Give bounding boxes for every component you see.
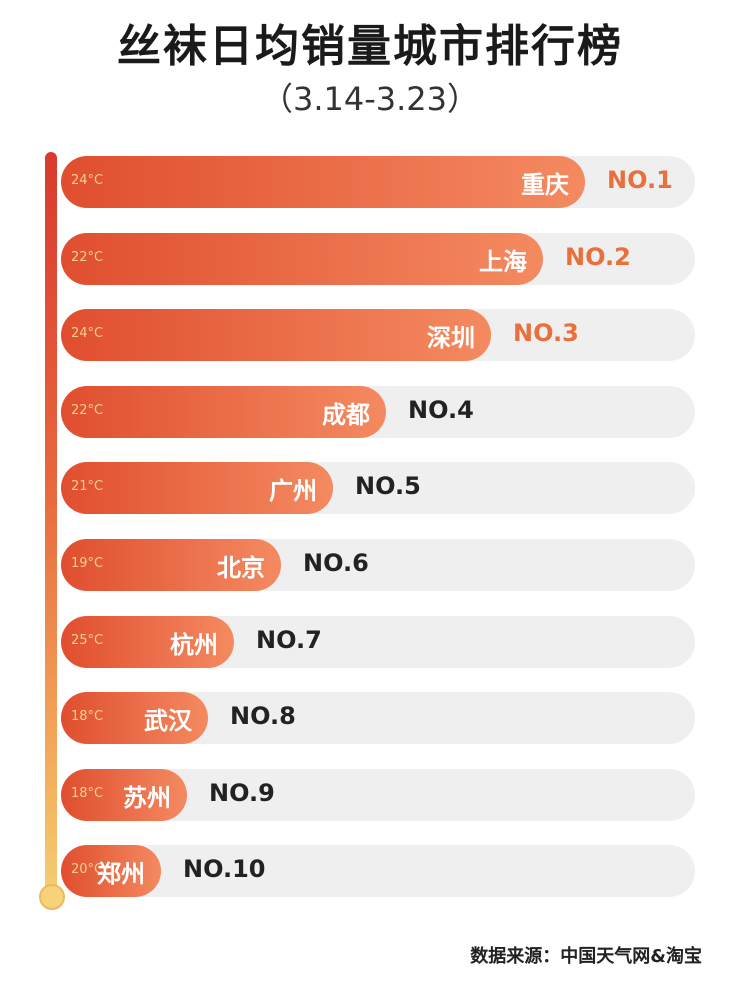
- rank-label: NO.10: [183, 855, 266, 884]
- rank-label: NO.7: [256, 625, 322, 654]
- temperature-label: 22°C: [71, 402, 104, 418]
- city-label: 成都: [322, 400, 370, 429]
- rank-label: NO.1: [607, 166, 673, 194]
- chart-subtitle: （3.14-3.23）: [260, 80, 480, 118]
- sales-bar: 20°C 郑州: [61, 845, 161, 898]
- sales-bar: 22°C 成都: [61, 385, 386, 438]
- city-label: 杭州: [170, 630, 218, 659]
- data-source: 数据来源：中国天气网&淘宝: [470, 946, 702, 967]
- ranking-row: 24°C 深圳 NO.3: [61, 309, 695, 362]
- rank-label: NO.4: [408, 395, 474, 424]
- temperature-label: 18°C: [71, 709, 104, 725]
- ranking-row: 18°C 苏州 NO.9: [61, 768, 695, 821]
- chart-title: 丝袜日均销量城市排行榜: [117, 21, 623, 72]
- temperature-label: 20°C: [71, 862, 104, 878]
- temperature-label: 19°C: [71, 556, 104, 571]
- rank-label: NO.2: [565, 242, 631, 271]
- rank-label: NO.3: [513, 319, 579, 348]
- rank-label: NO.9: [209, 778, 275, 807]
- rank-label: NO.6: [303, 549, 369, 577]
- temperature-label: 24°C: [71, 173, 104, 188]
- sales-bar: 18°C 苏州: [61, 768, 187, 821]
- rank-label: NO.8: [230, 702, 296, 731]
- rank-label: NO.5: [355, 472, 421, 501]
- city-label: 上海: [479, 247, 527, 276]
- sales-bar: 21°C 广州: [61, 462, 333, 515]
- city-label: 重庆: [521, 171, 569, 199]
- sales-bar: 24°C 深圳: [61, 309, 491, 362]
- city-label: 北京: [217, 554, 265, 582]
- ranking-row: 20°C 郑州 NO.10: [61, 845, 695, 898]
- thermometer-tube: [45, 152, 57, 898]
- city-label: 深圳: [427, 324, 475, 353]
- sales-bar: 25°C 杭州: [61, 615, 234, 668]
- sales-bar: 22°C 上海: [61, 232, 543, 285]
- sales-bar: 24°C 重庆: [61, 156, 585, 208]
- temperature-label: 22°C: [71, 249, 104, 265]
- city-label: 武汉: [144, 707, 192, 736]
- sales-bar: 19°C 北京: [61, 539, 281, 591]
- thermometer-bulb: [39, 884, 65, 910]
- temperature-label: 24°C: [71, 326, 104, 342]
- ranking-row: 21°C 广州 NO.5: [61, 462, 695, 515]
- temperature-label: 25°C: [71, 632, 104, 648]
- ranking-row: 24°C 重庆 NO.1: [61, 156, 695, 208]
- city-label: 广州: [269, 477, 317, 506]
- city-label: 苏州: [123, 783, 171, 812]
- temperature-label: 21°C: [71, 479, 104, 495]
- ranking-row: 22°C 上海 NO.2: [61, 232, 695, 285]
- ranking-row: 18°C 武汉 NO.8: [61, 692, 695, 745]
- ranking-row: 25°C 杭州 NO.7: [61, 615, 695, 668]
- ranking-row: 19°C 北京 NO.6: [61, 539, 695, 591]
- temperature-label: 18°C: [71, 785, 104, 801]
- city-label: 郑州: [97, 860, 145, 889]
- sales-bar: 18°C 武汉: [61, 692, 208, 745]
- ranking-row: 22°C 成都 NO.4: [61, 385, 695, 438]
